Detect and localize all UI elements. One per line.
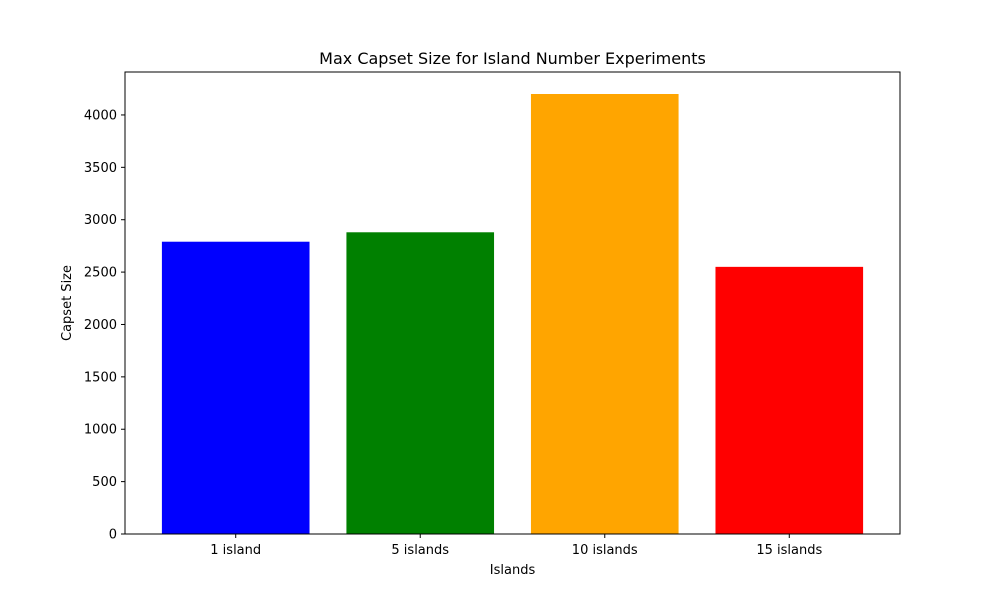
chart-title: Max Capset Size for Island Number Experi…	[319, 49, 706, 68]
y-tick-label: 0	[109, 528, 117, 543]
y-tick-label: 1000	[84, 423, 117, 438]
y-tick-label: 3500	[84, 161, 117, 176]
y-axis: 0 500 1000 1500 2000 2500 3000 3500 4000	[84, 108, 125, 543]
x-tick-label: 5 islands	[391, 543, 449, 558]
bar-2	[346, 232, 495, 535]
y-tick-label: 2000	[84, 318, 117, 333]
y-tick-label: 1500	[84, 370, 117, 385]
x-axis: 1 island 5 islands 10 islands 15 islands	[210, 534, 822, 558]
x-tick-label: 10 islands	[572, 543, 638, 558]
bar-3	[530, 94, 679, 534]
x-axis-label: Islands	[490, 563, 536, 578]
y-tick-label: 3000	[84, 213, 117, 228]
y-tick-label: 4000	[84, 108, 117, 123]
plot-frame	[124, 71, 901, 535]
bar-4	[715, 266, 864, 534]
x-tick-label: 15 islands	[756, 543, 822, 558]
y-tick-label: 2500	[84, 266, 117, 281]
bars-group	[161, 94, 864, 535]
x-tick-label: 1 island	[210, 543, 261, 558]
y-axis-label: Capset Size	[60, 265, 75, 341]
y-tick-label: 500	[92, 475, 117, 490]
bar-1	[161, 241, 310, 534]
